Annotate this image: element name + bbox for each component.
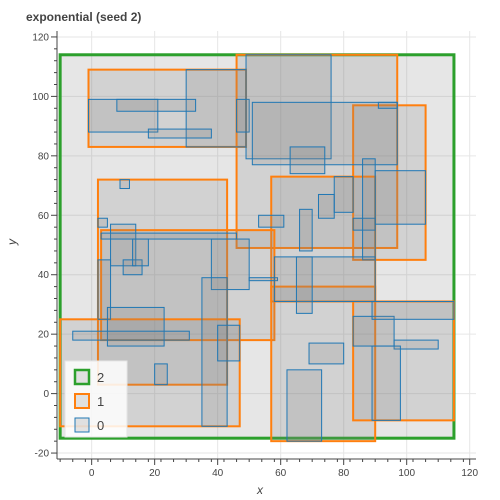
legend: 2 1 0 <box>64 360 128 438</box>
rect-series-0-26 <box>201 277 228 427</box>
rect-series-0-36 <box>393 339 439 350</box>
x-tick-label: 120 <box>461 468 478 479</box>
series-1 <box>59 53 455 443</box>
rect-series-0-14 <box>299 208 313 252</box>
y-tick-label: 20 <box>38 330 50 341</box>
rect-series-0-17 <box>97 217 108 228</box>
rect-series-1-4 <box>96 178 229 386</box>
x-tick-label: 80 <box>338 468 350 479</box>
x-tick-label: 60 <box>275 468 287 479</box>
rect-series-0-11 <box>362 158 376 261</box>
rect-series-0-27 <box>217 324 241 362</box>
rect-series-0-23 <box>97 259 112 320</box>
rect-series-0-8 <box>289 146 326 175</box>
x-axis-label: x <box>256 483 264 497</box>
rect-series-0-13 <box>258 214 285 228</box>
rect-series-1-8 <box>352 300 455 422</box>
rect-series-0-29 <box>248 277 279 282</box>
rect-series-0-15 <box>317 193 335 219</box>
rect-series-0-20 <box>132 238 149 267</box>
rect-series-0-16 <box>119 179 130 190</box>
rect-series-0-22 <box>210 238 250 291</box>
y-tick-label: 80 <box>38 151 50 162</box>
y-tick-label: 120 <box>32 32 49 43</box>
y-tick-label: 40 <box>38 270 50 281</box>
chart-title: exponential (seed 2) <box>26 10 141 24</box>
y-tick-label: 100 <box>32 92 49 103</box>
series-0 <box>72 54 455 442</box>
rect-series-0-3 <box>147 128 212 139</box>
rect-series-0-31 <box>295 256 313 314</box>
legend-label-1: 1 <box>97 394 104 409</box>
rect-series-0-7 <box>377 101 398 109</box>
plot-area <box>58 53 456 443</box>
y-tick-label: 0 <box>43 389 49 400</box>
x-tick-label: 20 <box>149 468 161 479</box>
rect-series-0-30 <box>273 256 376 302</box>
legend-label-2: 2 <box>97 370 104 385</box>
axes <box>56 31 476 460</box>
rect-series-1-0 <box>87 68 248 148</box>
y-axis-label: y <box>5 238 19 246</box>
rect-series-0-9 <box>333 176 354 213</box>
x-axis-ticks: 0 20 40 60 80 100 120 <box>59 459 478 479</box>
legend-swatch-1 <box>74 393 90 409</box>
rect-series-0-25 <box>72 330 190 341</box>
rect-series-0-28 <box>154 363 168 386</box>
rect-series-0-5 <box>245 54 332 160</box>
rect-series-0-18 <box>110 223 137 267</box>
y-tick-label: 60 <box>38 211 50 222</box>
rect-series-0-21 <box>100 232 238 240</box>
rect-series-1-2 <box>352 104 427 261</box>
rect-series-0-12 <box>374 170 427 225</box>
rect-series-0-32 <box>308 342 345 365</box>
rect-series-0-34 <box>352 315 395 347</box>
x-tick-label: 100 <box>398 468 415 479</box>
legend-swatch-0 <box>74 417 90 433</box>
legend-swatch-2 <box>73 368 91 386</box>
rect-series-0-35 <box>371 300 455 320</box>
y-tick-label: -20 <box>35 449 50 460</box>
legend-label-0: 0 <box>97 418 104 433</box>
rect-series-0-1 <box>88 98 159 133</box>
rect-series-0-2 <box>116 98 197 112</box>
x-tick-label: 0 <box>89 468 95 479</box>
y-axis-ticks: -20 0 20 40 60 80 100 120 <box>32 32 57 460</box>
rect-series-0-33 <box>286 369 323 442</box>
x-tick-label: 40 <box>212 468 224 479</box>
rect-series-0-37 <box>371 345 401 421</box>
